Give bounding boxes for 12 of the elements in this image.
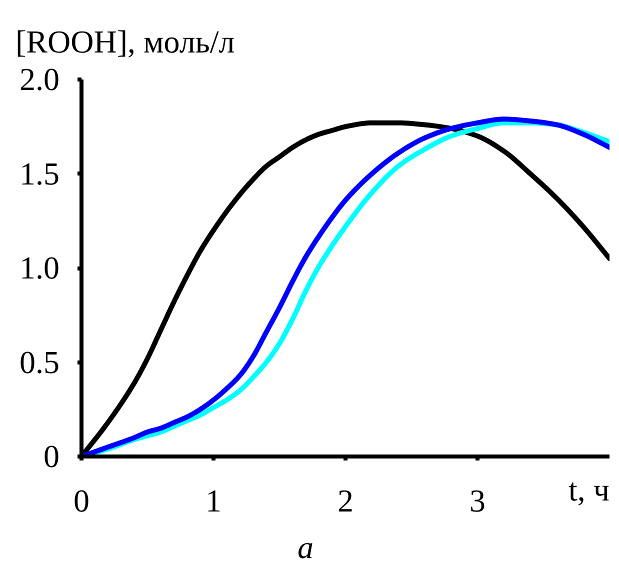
y-tick-label: 2.0 [20, 61, 60, 97]
x-axis-title: t, ч [568, 472, 610, 508]
x-tick-label: 2 [338, 482, 354, 518]
x-tick-label: 3 [470, 482, 486, 518]
y-tick-label: 0 [44, 438, 60, 474]
x-tick-label: 0 [74, 482, 90, 518]
y-tick-label: 1.0 [20, 250, 60, 286]
y-axis-title: [ROOH], моль/л [16, 24, 235, 60]
y-tick-label: 1.5 [20, 155, 60, 192]
x-tick-label: 1 [206, 482, 222, 518]
text: a [298, 529, 314, 565]
y-tick-label: 0.5 [20, 344, 60, 380]
